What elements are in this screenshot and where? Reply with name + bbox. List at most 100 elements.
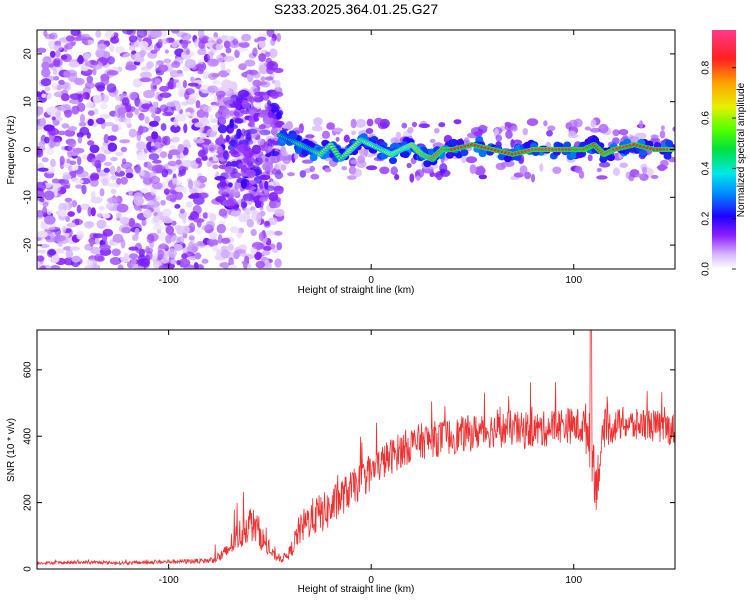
spectrogram-cell xyxy=(170,124,181,133)
spectrogram-cell xyxy=(242,193,255,202)
spectrogram-cell xyxy=(568,130,576,136)
spectrogram-cell xyxy=(201,37,208,45)
spectrogram-cell xyxy=(252,95,264,103)
spectrogram-cell xyxy=(120,238,126,249)
spectrogram-cell xyxy=(161,208,172,217)
spectrogram-cell xyxy=(219,87,229,92)
spectrogram-cell xyxy=(348,165,357,175)
spectrogram-cell xyxy=(590,119,597,128)
spectrogram-cell xyxy=(58,202,67,212)
spectrogram-cell xyxy=(350,159,358,165)
spectrogram-cell xyxy=(128,217,136,228)
spectrogram-cell xyxy=(106,70,119,76)
spectrogram-cell xyxy=(114,112,119,122)
spectrogram-cell xyxy=(270,91,279,99)
spectrogram-cell xyxy=(92,233,104,239)
spectrogram-cell xyxy=(128,128,137,138)
spectrogram-cell xyxy=(305,134,315,139)
spectrogram-cell xyxy=(216,223,226,234)
spectrogram-cell xyxy=(41,67,51,78)
spectrogram-cell xyxy=(37,47,47,53)
spectrogram-cell xyxy=(266,66,275,75)
spectrogram-cell xyxy=(222,108,232,119)
spectrogram-cell xyxy=(165,234,173,244)
spectrogram-cell xyxy=(274,79,281,89)
spectrogram-cell xyxy=(186,143,192,149)
spectrogram-cell xyxy=(136,30,148,38)
snr-x-ticks: -100 0 100 xyxy=(159,330,583,586)
spectrogram-cell xyxy=(195,228,203,235)
spectrogram-cell xyxy=(87,118,94,126)
spectrogram-cell xyxy=(253,195,263,205)
spectrogram-cell xyxy=(76,204,82,214)
spectrogram-cell xyxy=(138,258,151,267)
spectrogram-cell xyxy=(478,174,487,180)
spectrogram-cell xyxy=(150,49,158,54)
spectrogram-cell xyxy=(240,201,247,209)
spectrogram-cell xyxy=(227,144,236,151)
snr-series-line xyxy=(37,330,675,566)
spectrogram-cell xyxy=(190,76,195,83)
spectrogram-cell xyxy=(257,113,266,118)
x-tick-label: 100 xyxy=(565,575,582,586)
spectrogram-cell xyxy=(115,95,121,101)
spectrogram-cell xyxy=(107,135,117,142)
x-tick-label: 0 xyxy=(368,575,374,586)
spectrogram-cell xyxy=(37,124,44,130)
spectrogram-cell xyxy=(207,58,219,67)
spectrogram-cell xyxy=(140,188,149,194)
spectrogram-cell xyxy=(68,202,73,208)
colorbar-ticks: 0.0 0.2 0.4 0.6 0.8 xyxy=(701,60,736,276)
spectrogram-cell xyxy=(358,148,369,156)
spectrogram-cell xyxy=(225,134,230,143)
spectrogram-cell xyxy=(313,117,323,126)
spectrogram-cell xyxy=(234,49,240,58)
colorbar-tick-label: 0.0 xyxy=(701,262,712,276)
spectrogram-cell xyxy=(120,176,128,185)
spectrogram-cell xyxy=(68,165,73,172)
spectrogram-cell xyxy=(115,46,126,54)
signal-halo-cell xyxy=(569,151,578,159)
spectrogram-cell xyxy=(101,50,111,59)
signal-halo-cell xyxy=(663,152,672,160)
spectrogram-cell xyxy=(128,190,133,196)
spectrogram-cell xyxy=(272,185,284,191)
spectrogram-cell xyxy=(240,128,247,137)
spectrogram-cell xyxy=(180,101,189,106)
spectrogram-cell xyxy=(469,164,477,175)
spectrogram-cell xyxy=(105,202,114,210)
spectrogram-cell xyxy=(505,129,513,139)
spectrogram-cell xyxy=(65,249,74,259)
spectrogram-cell xyxy=(167,160,178,167)
x-tick-label: 100 xyxy=(565,275,582,286)
spectrogram-cell xyxy=(94,253,104,262)
spectrogram-cell xyxy=(183,47,190,55)
spectrogram-cell xyxy=(395,131,402,140)
spectrogram-cell xyxy=(164,49,169,54)
spectrogram-cell xyxy=(54,248,65,254)
colorbar-tick-label: 0.4 xyxy=(701,161,712,175)
spectrogram-cell xyxy=(148,153,160,161)
spectrogram-cell xyxy=(111,248,121,257)
spectrogram-cell xyxy=(66,222,77,228)
spectrogram-cell xyxy=(185,111,192,117)
spectrogram-cell xyxy=(177,86,187,94)
spectrogram-cell xyxy=(268,150,280,157)
y-tick-label: 600 xyxy=(23,361,34,378)
spectrogram-cell xyxy=(433,172,440,178)
spectrogram-cell xyxy=(151,164,163,174)
spectrogram-cell xyxy=(613,167,620,176)
spectrogram-cell xyxy=(245,132,252,141)
spectrogram-cell xyxy=(67,148,73,158)
spectrogram-cell xyxy=(546,130,553,137)
spectrogram-cell xyxy=(222,96,234,105)
spectrogram-cell xyxy=(100,73,110,82)
spectrogram-cell xyxy=(100,102,108,110)
spectrogram-cell xyxy=(150,30,162,38)
spectrogram-cell xyxy=(552,166,562,174)
spectrogram-cell xyxy=(182,80,187,89)
spectrogram-cell xyxy=(212,80,221,85)
spectrogram-cell xyxy=(122,52,134,61)
spectrogram-cell xyxy=(106,83,117,93)
spectrogram-cell xyxy=(235,249,247,254)
